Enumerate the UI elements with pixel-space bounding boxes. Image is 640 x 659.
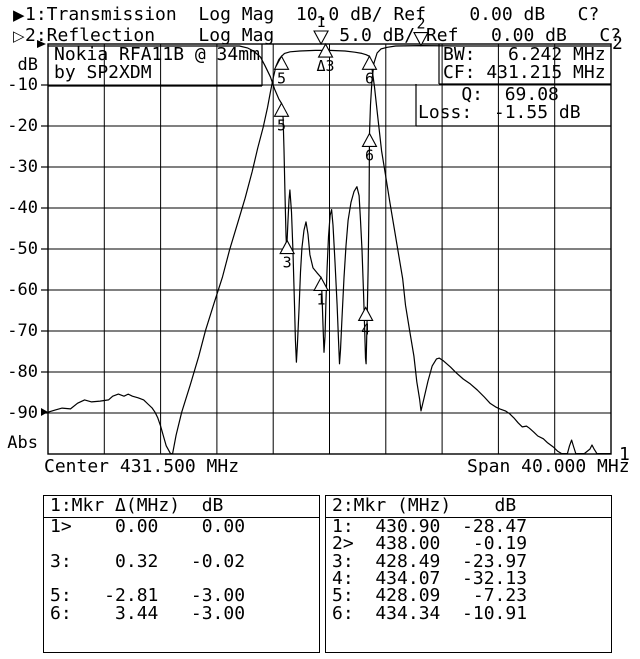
y-tick-label: -50 <box>7 239 38 259</box>
marker-table-row: 4: 434.07 -32.13 <box>332 567 528 589</box>
marker-table-row: 5: -2.81 -3.00 <box>50 585 246 607</box>
marker-table-row: 6: 3.44 -3.00 <box>50 602 246 624</box>
channel1-active-icon: ▶ <box>13 6 25 24</box>
channel2-header: 2:Reflection Log Mag 5.0 dB/ Ref 0.00 dB… <box>25 25 622 46</box>
marker-triangle-ch2-6 <box>361 132 378 148</box>
y-tick-label: -70 <box>7 321 38 341</box>
marker-triangle-ch2-4 <box>357 306 374 322</box>
y-axis-unit: dB <box>17 55 38 75</box>
marker-label-ch2: 6 <box>365 146 374 164</box>
marker-table-ch2-header: 2:Mkr (MHz) dB <box>332 495 517 516</box>
trace-start-pointer-ch2 <box>37 40 46 48</box>
y-axis-bottom-label: Abs <box>7 433 38 453</box>
plot-annotation-author: by SP2XDM <box>54 62 152 83</box>
y-tick-label: -80 <box>7 362 38 382</box>
marker-table-ch2-divider <box>326 517 611 518</box>
y-tick-label: -60 <box>7 280 38 300</box>
marker-table-ch2-rows: 1: 430.90 -28.47 2> 438.00 -0.19 3: 428.49… <box>332 518 611 652</box>
trace-start-pointer-ch1 <box>41 408 48 416</box>
channel1-indicator: 1 <box>619 444 630 465</box>
y-tick-label: -30 <box>7 157 38 177</box>
marker-triangle-ch1-1 <box>313 30 329 46</box>
marker-triangle-ch2-3 <box>279 239 296 255</box>
marker-triangle-ch1-6 <box>361 55 378 70</box>
marker-label-ch2: 3 <box>283 254 292 272</box>
readout-bandwidth: BW: 6.242 MHz <box>443 44 606 65</box>
marker-label-ch1: 6 <box>365 69 374 87</box>
marker-table-row: 3: 0.32 -0.02 <box>50 550 246 572</box>
marker-triangle-ch2-1 <box>313 276 329 292</box>
graticule-frame <box>47 43 612 455</box>
y-tick-label: -10 <box>7 75 38 95</box>
plot-annotation-title: Nokia RFA11B @ 34mm <box>54 44 260 65</box>
channel2-indicator: 2 <box>612 33 623 54</box>
marker-triangle-ch1-5 <box>273 55 290 70</box>
x-axis-span-label: Span 40.000 MHz <box>467 456 630 477</box>
marker-table-ch1-header: 1:Mkr Δ(MHz) dB <box>50 495 224 516</box>
marker-table-row: 1> 0.00 0.00 <box>50 516 246 537</box>
marker-label-ch2: 4 <box>361 320 370 338</box>
marker-label-ch1: Δ3 <box>317 57 335 75</box>
marker-table-row: 1: 430.90 -28.47 <box>332 516 528 537</box>
marker-triangle-ch2-5 <box>273 102 290 117</box>
marker-table-ch2: 2:Mkr (MHz) dB 1: 430.90 -28.47 2> 438.00… <box>325 495 612 653</box>
marker-triangle-ch1-Δ3 <box>317 42 334 58</box>
y-tick-label: -20 <box>7 116 38 136</box>
readout-q-factor: Q: 69.08 <box>418 84 559 105</box>
readout-center-freq: CF: 431.215 MHz <box>443 62 606 83</box>
marker-label-ch1: 5 <box>277 69 286 87</box>
channel1-header: 1:Transmission Log Mag 10.0 dB/ Ref 0.00… <box>25 4 600 25</box>
y-tick-label: -90 <box>7 403 38 423</box>
channel2-active-icon: ▷ <box>13 27 25 45</box>
marker-triangle-ch2-2 <box>413 32 429 47</box>
marker-label-ch2: 5 <box>277 116 286 134</box>
y-tick-label: -40 <box>7 198 38 218</box>
marker-table-row: 5: 428.09 -7.23 <box>332 585 528 607</box>
marker-table-row: 2> 438.00 -0.19 <box>332 533 528 555</box>
marker-label-ch2: 1 <box>317 290 326 308</box>
readout-loss: Loss: -1.55 dB <box>418 102 581 123</box>
marker-table-row: 3: 428.49 -23.97 <box>332 550 528 572</box>
x-axis-center-label: Center 431.500 MHz <box>44 456 240 477</box>
marker-table-ch1-divider <box>44 517 319 518</box>
marker-label-ch1: 1 <box>317 13 326 31</box>
trace-reflection <box>48 44 611 365</box>
marker-table-ch1: 1:Mkr Δ(MHz) dB 1> 0.00 0.00 3: 0.32 -0.0… <box>43 495 320 653</box>
marker-label-ch2: 2 <box>416 15 425 33</box>
marker-table-row: 6: 434.34 -10.91 <box>332 602 528 624</box>
marker-table-ch1-rows: 1> 0.00 0.00 3: 0.32 -0.02 5: -2.81 -3.00 6… <box>50 518 319 652</box>
